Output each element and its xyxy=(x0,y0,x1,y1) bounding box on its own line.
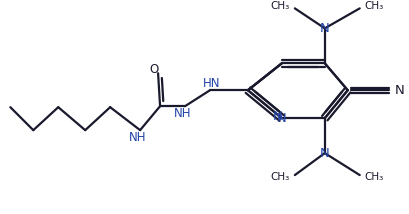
Text: N: N xyxy=(272,110,282,123)
Text: N: N xyxy=(319,147,329,160)
Text: HN: HN xyxy=(203,77,220,90)
Text: N: N xyxy=(276,112,286,125)
Text: O: O xyxy=(149,63,158,76)
Text: CH₃: CH₃ xyxy=(270,1,289,11)
Text: CH₃: CH₃ xyxy=(364,1,383,11)
Text: CH₃: CH₃ xyxy=(270,172,289,182)
Text: NH: NH xyxy=(174,107,191,120)
Text: N: N xyxy=(319,22,329,35)
Text: NH: NH xyxy=(129,131,146,144)
Text: CH₃: CH₃ xyxy=(364,172,383,182)
Text: N: N xyxy=(394,84,404,97)
